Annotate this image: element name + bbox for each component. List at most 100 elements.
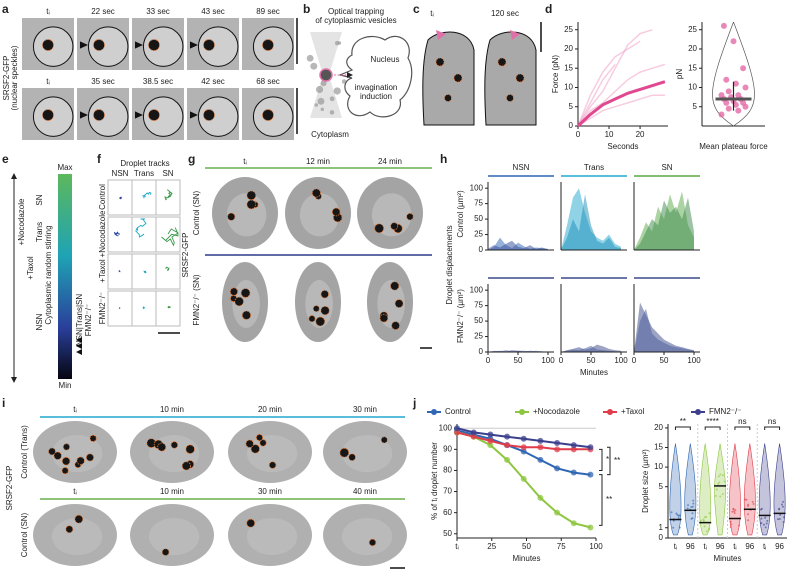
x-tick-label: 96 bbox=[745, 542, 754, 551]
nucleus bbox=[142, 96, 184, 137]
nucleus bbox=[148, 517, 200, 556]
jitter-point bbox=[677, 517, 680, 520]
time-label: 38.5 sec bbox=[143, 77, 173, 86]
significance: * bbox=[606, 455, 609, 464]
x-tick-label: 96 bbox=[686, 542, 695, 551]
y-tick-label: 70 bbox=[443, 487, 452, 496]
arrowhead bbox=[80, 111, 88, 119]
jitter-point bbox=[723, 480, 726, 483]
point bbox=[740, 65, 747, 72]
jitter-point bbox=[759, 508, 762, 511]
significance: ns bbox=[738, 417, 746, 426]
point bbox=[554, 509, 561, 516]
y-tick-label: 25 bbox=[474, 230, 483, 239]
jitter-point bbox=[699, 519, 702, 522]
jitter-point bbox=[730, 523, 733, 526]
jitter-point bbox=[719, 495, 722, 498]
panel-label: f bbox=[97, 152, 102, 166]
time-label: 35 sec bbox=[91, 77, 115, 86]
nucleus bbox=[87, 96, 129, 137]
nucleus bbox=[232, 280, 260, 328]
bracket bbox=[674, 426, 691, 430]
x-tick-label: 100 bbox=[541, 356, 555, 365]
jitter-point bbox=[678, 514, 681, 517]
point bbox=[718, 92, 725, 99]
vesicle bbox=[315, 85, 324, 94]
point bbox=[520, 444, 527, 451]
legend-marker bbox=[519, 409, 525, 415]
y-tick-label: 50 bbox=[443, 529, 452, 538]
nucleus bbox=[87, 26, 129, 67]
violin bbox=[758, 443, 771, 536]
droplet bbox=[65, 525, 74, 534]
point bbox=[742, 84, 749, 91]
jitter-point bbox=[731, 510, 734, 513]
droplet bbox=[76, 456, 85, 465]
line bbox=[577, 63, 616, 127]
jitter-point bbox=[703, 525, 706, 528]
panel-label: j bbox=[412, 396, 416, 410]
y-tick-label: 15 bbox=[688, 63, 697, 72]
column-label: Trans bbox=[134, 169, 154, 178]
droplet bbox=[348, 453, 356, 462]
point bbox=[587, 471, 594, 478]
jitter-point bbox=[691, 505, 694, 508]
point bbox=[487, 442, 494, 449]
droplet bbox=[74, 514, 84, 524]
jitter-point bbox=[721, 492, 724, 495]
nucleus bbox=[341, 517, 393, 556]
track bbox=[167, 305, 171, 309]
jitter-point bbox=[733, 511, 736, 514]
time-label: 30 min bbox=[258, 487, 282, 496]
line bbox=[577, 40, 641, 127]
droplet bbox=[246, 199, 257, 210]
droplet bbox=[161, 548, 170, 556]
track bbox=[135, 218, 147, 238]
line bbox=[577, 94, 665, 127]
jitter-point bbox=[708, 512, 711, 515]
nucleus bbox=[197, 26, 239, 67]
cell-frame bbox=[155, 216, 181, 253]
droplet bbox=[62, 443, 71, 451]
vesicle bbox=[314, 103, 319, 107]
area bbox=[561, 345, 621, 352]
panel-label: e bbox=[2, 152, 9, 166]
row-label: Control (µm²) bbox=[456, 190, 465, 238]
droplet bbox=[89, 434, 97, 442]
x-label: Minutes bbox=[512, 554, 540, 563]
point bbox=[520, 435, 527, 442]
violin bbox=[712, 21, 755, 127]
label: induction bbox=[360, 92, 392, 101]
jitter-point bbox=[779, 513, 782, 516]
jitter-point bbox=[729, 520, 732, 523]
x-tick-label: 100 bbox=[589, 542, 603, 551]
label: invagination bbox=[355, 83, 398, 92]
time-label: 68 sec bbox=[256, 77, 280, 86]
point bbox=[470, 429, 477, 436]
y-tick-label: 75 bbox=[474, 301, 483, 310]
x-tick-label: 96 bbox=[716, 542, 725, 551]
droplet bbox=[331, 207, 341, 217]
row-label: FMN2⁻/⁻ (µm²) bbox=[456, 289, 465, 343]
point bbox=[537, 494, 544, 501]
x-tick-label: tᵢ bbox=[674, 542, 677, 551]
track bbox=[142, 191, 152, 199]
area bbox=[634, 308, 694, 352]
significance: ** bbox=[680, 417, 686, 426]
column-label: NSN bbox=[112, 169, 129, 178]
y-label: (nuclear speckles) bbox=[10, 45, 19, 110]
x-tick-label: 50 bbox=[522, 542, 531, 551]
cell-frame bbox=[155, 179, 181, 216]
trapped-vesicle bbox=[319, 68, 333, 82]
y-tick-label: 5 bbox=[659, 482, 664, 491]
time-label: 10 min bbox=[160, 487, 184, 496]
significance: ** bbox=[614, 456, 620, 465]
point bbox=[520, 448, 527, 455]
jitter-point bbox=[780, 503, 783, 506]
y-label: SRSF2-GFP bbox=[5, 466, 14, 511]
bracket bbox=[599, 448, 603, 471]
jitter-point bbox=[670, 511, 673, 514]
x-tick-label: 10 bbox=[605, 130, 614, 139]
time-label: 22 sec bbox=[91, 7, 115, 16]
jitter-point bbox=[719, 473, 722, 476]
